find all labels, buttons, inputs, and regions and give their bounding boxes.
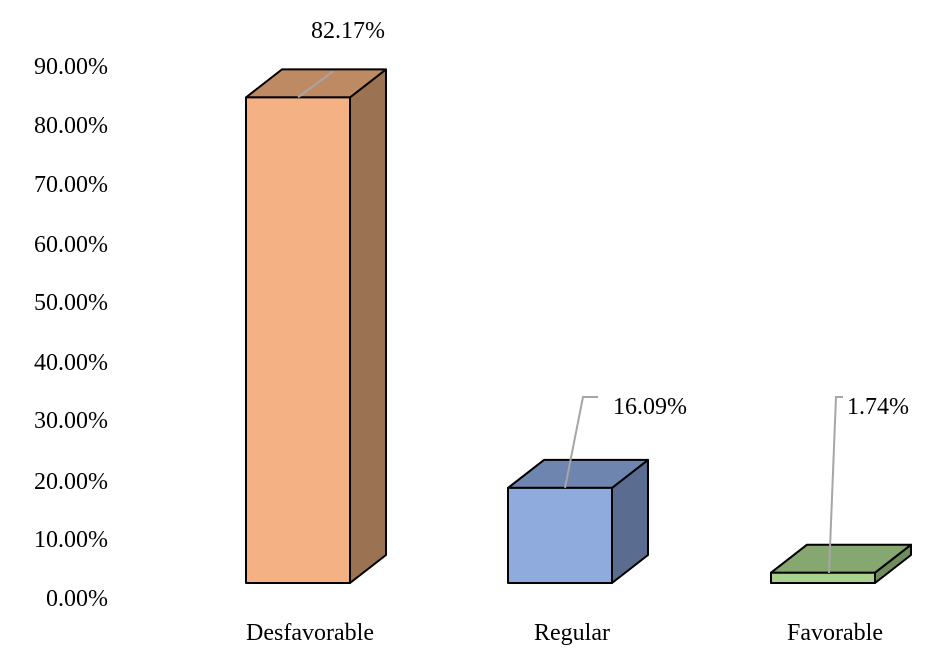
y-tick-label: 50.00%: [34, 290, 108, 316]
bar-front-face: [245, 96, 351, 584]
y-tick-label: 70.00%: [34, 172, 108, 198]
data-label: 16.09%: [613, 394, 687, 420]
y-tick-label: 0.00%: [46, 586, 108, 612]
leader-line: [297, 70, 334, 99]
bar-side-face: [349, 68, 387, 584]
y-axis: 0.00% 10.00% 20.00% 30.00% 40.00% 50.00% 60.00…: [34, 54, 108, 612]
data-label: 1.74%: [847, 394, 909, 420]
bar-front-face: [507, 486, 613, 585]
bar-regular: [507, 458, 649, 585]
data-label: 82.17%: [311, 18, 385, 44]
y-tick-label: 90.00%: [34, 54, 108, 80]
bar-favorable: [770, 543, 912, 585]
bar-front-face: [770, 571, 876, 585]
y-tick-label: 10.00%: [34, 527, 108, 553]
bar-desfavorable: [245, 68, 387, 584]
y-tick-label: 60.00%: [34, 232, 108, 258]
y-tick-label: 40.00%: [34, 350, 108, 376]
category-label: Favorable: [787, 620, 883, 646]
category-label: Regular: [534, 620, 610, 646]
y-tick-label: 30.00%: [34, 408, 108, 434]
leader-line: [564, 396, 598, 489]
category-label: Desfavorable: [246, 620, 374, 646]
y-tick-label: 80.00%: [34, 113, 108, 139]
bars: [245, 68, 912, 585]
data-labels: 82.17% 16.09% 1.74%: [297, 18, 909, 574]
y-tick-label: 20.00%: [34, 469, 108, 495]
x-axis: Desfavorable Regular Favorable: [246, 620, 883, 646]
leader-line: [828, 396, 843, 574]
